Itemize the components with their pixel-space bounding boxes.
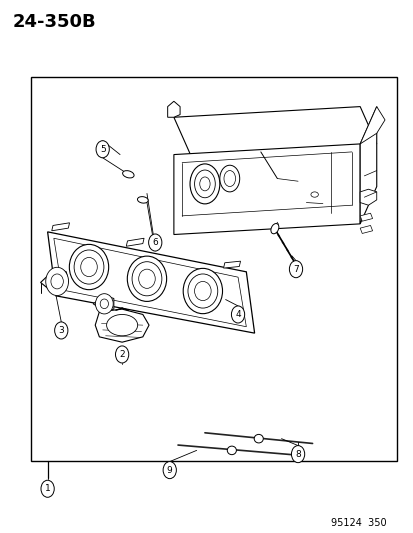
Polygon shape: [54, 238, 246, 327]
Polygon shape: [359, 107, 376, 224]
Ellipse shape: [122, 171, 134, 178]
Ellipse shape: [69, 245, 108, 290]
Circle shape: [96, 141, 109, 158]
Ellipse shape: [270, 223, 278, 234]
Ellipse shape: [127, 256, 166, 302]
Text: 9: 9: [166, 466, 172, 474]
Text: 95124  350: 95124 350: [330, 518, 386, 528]
Circle shape: [163, 462, 176, 479]
Polygon shape: [173, 107, 376, 155]
Ellipse shape: [138, 269, 155, 288]
Text: 4: 4: [235, 310, 240, 319]
Ellipse shape: [183, 269, 222, 313]
Polygon shape: [359, 213, 372, 221]
Circle shape: [291, 446, 304, 463]
Ellipse shape: [46, 268, 69, 295]
Circle shape: [115, 346, 128, 363]
Ellipse shape: [227, 446, 236, 455]
Polygon shape: [95, 309, 149, 342]
Ellipse shape: [190, 164, 219, 204]
Polygon shape: [93, 296, 114, 312]
Ellipse shape: [199, 177, 210, 191]
Ellipse shape: [223, 171, 235, 187]
Text: 5: 5: [100, 145, 105, 154]
Polygon shape: [126, 238, 144, 246]
Ellipse shape: [194, 170, 215, 198]
Bar: [31, 77, 396, 461]
Ellipse shape: [132, 262, 161, 296]
Circle shape: [231, 306, 244, 323]
Polygon shape: [359, 107, 384, 144]
Text: 2: 2: [119, 350, 125, 359]
Ellipse shape: [74, 250, 104, 284]
Ellipse shape: [107, 314, 137, 336]
Text: 3: 3: [58, 326, 64, 335]
Polygon shape: [173, 144, 359, 235]
Ellipse shape: [100, 299, 108, 309]
Circle shape: [148, 234, 161, 251]
Text: 8: 8: [294, 450, 300, 458]
Ellipse shape: [137, 197, 148, 203]
Ellipse shape: [51, 274, 63, 289]
Ellipse shape: [219, 165, 239, 192]
Circle shape: [289, 261, 302, 278]
Text: 7: 7: [292, 265, 298, 273]
Text: 1: 1: [45, 484, 50, 493]
Polygon shape: [52, 223, 69, 231]
Ellipse shape: [310, 192, 318, 197]
Ellipse shape: [188, 274, 217, 308]
Polygon shape: [223, 261, 240, 268]
Text: 6: 6: [152, 238, 158, 247]
Text: 24-350B: 24-350B: [12, 13, 96, 31]
Polygon shape: [359, 189, 376, 205]
Ellipse shape: [81, 257, 97, 277]
Ellipse shape: [194, 281, 211, 301]
Polygon shape: [40, 268, 68, 295]
Polygon shape: [359, 225, 372, 233]
Circle shape: [55, 322, 68, 339]
Ellipse shape: [95, 294, 113, 314]
Circle shape: [41, 480, 54, 497]
Ellipse shape: [254, 434, 263, 443]
Polygon shape: [47, 232, 254, 333]
Polygon shape: [167, 101, 180, 117]
